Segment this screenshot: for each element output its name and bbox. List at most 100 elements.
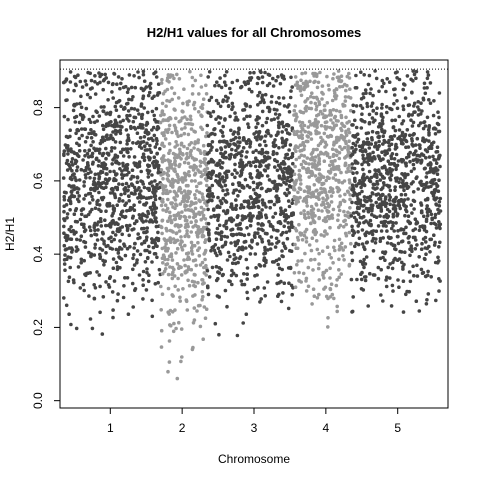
data-point: [351, 295, 356, 299]
data-point: [200, 260, 205, 265]
data-point: [135, 175, 140, 179]
data-point: [83, 228, 88, 232]
data-point: [425, 298, 429, 302]
data-point: [175, 376, 180, 381]
data-point: [400, 121, 404, 126]
data-point: [279, 299, 284, 304]
data-point: [312, 80, 316, 85]
data-point: [299, 211, 303, 215]
data-point: [74, 178, 78, 182]
data-point: [292, 132, 297, 137]
data-point: [422, 86, 427, 90]
data-point: [236, 130, 240, 135]
data-point: [167, 99, 172, 104]
data-point: [351, 171, 355, 175]
data-point: [153, 219, 158, 223]
data-point: [160, 246, 165, 251]
data-point: [219, 85, 224, 90]
data-point: [284, 128, 289, 132]
data-point: [235, 118, 240, 122]
data-point: [401, 173, 406, 177]
data-point: [82, 239, 86, 244]
data-point: [169, 183, 173, 187]
data-point: [248, 252, 253, 256]
data-point: [141, 94, 146, 98]
data-point: [131, 141, 135, 145]
data-point: [79, 257, 84, 262]
data-point: [136, 70, 140, 74]
data-point: [300, 133, 305, 137]
data-point: [133, 85, 138, 90]
data-point: [332, 140, 336, 145]
data-point: [153, 241, 157, 246]
data-point: [135, 131, 140, 135]
data-point: [125, 142, 129, 146]
data-point: [378, 214, 382, 218]
data-point: [333, 248, 337, 253]
data-point: [353, 150, 357, 154]
data-point: [370, 232, 375, 237]
data-point: [339, 133, 344, 138]
data-point: [397, 114, 402, 119]
data-point: [297, 168, 302, 173]
data-point: [62, 224, 66, 229]
data-point: [82, 180, 86, 184]
data-point: [234, 273, 239, 278]
data-point: [223, 242, 227, 247]
data-point: [245, 183, 250, 188]
data-point: [104, 223, 108, 228]
data-point: [382, 81, 386, 86]
data-point: [361, 209, 366, 213]
data-point: [82, 127, 87, 131]
data-point: [61, 176, 66, 180]
data-point: [423, 148, 428, 152]
data-point: [177, 266, 181, 271]
data-point: [183, 122, 188, 126]
data-point: [70, 163, 75, 167]
data-point: [304, 109, 308, 113]
data-point: [244, 257, 249, 262]
data-point: [314, 239, 319, 243]
data-point: [377, 156, 382, 161]
data-point: [317, 100, 321, 104]
data-point: [376, 135, 380, 139]
data-point: [209, 248, 213, 253]
data-point: [270, 94, 274, 99]
data-point: [413, 217, 418, 221]
data-point: [137, 200, 142, 204]
data-point: [172, 91, 177, 96]
data-point: [296, 134, 301, 139]
data-point: [284, 230, 289, 235]
data-point: [273, 143, 278, 148]
data-point: [328, 276, 332, 280]
data-point: [370, 209, 374, 213]
data-point: [260, 237, 264, 242]
data-point: [87, 250, 91, 255]
data-point: [332, 143, 336, 147]
data-point: [89, 170, 93, 174]
data-point: [227, 156, 232, 161]
data-point: [296, 190, 300, 195]
data-point: [194, 184, 199, 189]
data-point: [63, 268, 67, 273]
data-point: [229, 241, 233, 245]
data-point: [341, 102, 345, 107]
data-points: [61, 69, 443, 381]
data-point: [399, 228, 403, 232]
data-point: [203, 157, 208, 161]
data-point: [408, 247, 412, 251]
data-point: [370, 191, 375, 195]
data-point: [149, 180, 154, 184]
data-point: [126, 87, 131, 91]
data-point: [435, 145, 440, 149]
data-point: [245, 266, 250, 270]
data-point: [296, 86, 300, 90]
data-point: [213, 321, 218, 326]
data-point: [83, 140, 88, 144]
data-point: [106, 80, 111, 85]
data-point: [287, 184, 292, 188]
data-point: [176, 134, 180, 139]
data-point: [340, 147, 344, 152]
data-point: [87, 148, 92, 152]
data-point: [99, 181, 103, 186]
